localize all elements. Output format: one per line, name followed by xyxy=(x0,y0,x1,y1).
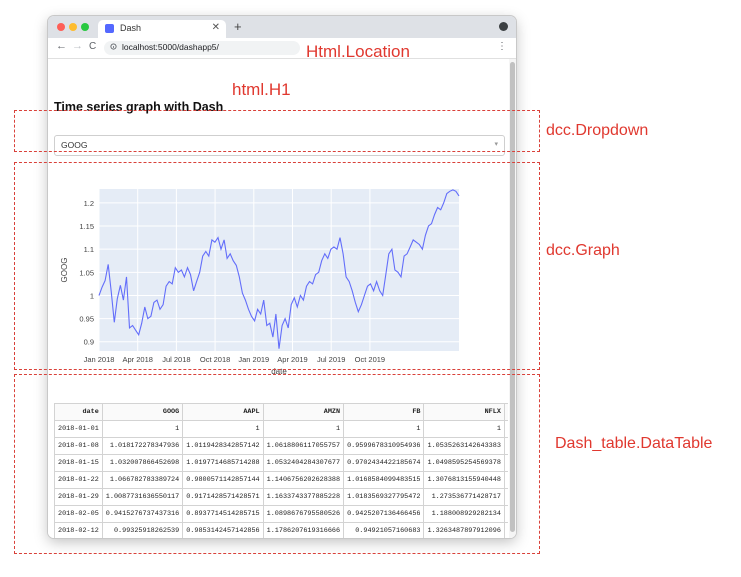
x-axis-title: date xyxy=(271,367,287,376)
stock-dropdown[interactable]: GOOG ▾ xyxy=(54,135,505,156)
annotation-h1-label: html.H1 xyxy=(232,80,291,99)
annotation-dropdown-label: dcc.Dropdown xyxy=(546,122,649,139)
x-tick-label: Oct 2019 xyxy=(355,355,385,364)
table-row[interactable]: 2018-01-01111111 xyxy=(54,420,508,438)
reload-button[interactable]: C xyxy=(89,41,97,52)
annotation-location-label: Html.Location xyxy=(306,42,410,61)
tab-close-icon[interactable]: ✕ xyxy=(211,22,220,33)
forward-button[interactable]: → xyxy=(72,40,83,52)
close-window-button[interactable] xyxy=(57,23,65,31)
y-tick-label: 0.9 xyxy=(84,338,94,347)
x-tick-label: Jan 2019 xyxy=(238,355,269,364)
browser-window: Dash ✕ + ← → C localhost:5000/dashapp5/ … xyxy=(48,16,516,538)
x-tick-label: Jul 2019 xyxy=(317,355,345,364)
time-series-graph[interactable]: 0.9 0.95 1 1.05 1.1 1.15 1.2 Jan 2018 Apr 2018 J… xyxy=(48,177,508,387)
dropdown-selected-value: GOOG xyxy=(61,140,88,150)
back-button[interactable]: ← xyxy=(56,40,67,52)
scrollbar-thumb[interactable] xyxy=(510,62,515,532)
x-tick-label: Jan 2018 xyxy=(84,355,115,364)
browser-tab[interactable]: Dash ✕ xyxy=(98,20,226,38)
y-tick-label: 1.2 xyxy=(84,199,94,208)
table-row[interactable]: 2018-01-08 1.018172278347936 1.01194283428… xyxy=(54,437,508,455)
browser-toolbar: ← → C localhost:5000/dashapp5/ ⋮ xyxy=(48,38,516,59)
plot-area xyxy=(99,189,459,351)
annotation-datatable-box xyxy=(14,374,540,554)
url-text: localhost:5000/dashapp5/ xyxy=(122,42,219,52)
table-row[interactable]: 2018-02-12 0.99325918262539 0.985314245714… xyxy=(54,522,508,538)
x-tick-label: Apr 2019 xyxy=(277,355,307,364)
annotation-dropdown-box xyxy=(14,110,540,152)
x-tick-label: Oct 2018 xyxy=(200,355,230,364)
annotation-graph-label: dcc.Graph xyxy=(546,242,620,259)
browser-menu-icon[interactable]: ⋮ xyxy=(497,41,507,52)
y-tick-label: 0.95 xyxy=(79,315,94,324)
vertical-scrollbar[interactable] xyxy=(509,59,516,538)
tab-bar: Dash ✕ + xyxy=(48,16,516,38)
tab-title: Dash xyxy=(120,23,142,33)
maximize-window-button[interactable] xyxy=(81,23,89,31)
column-header[interactable]: AAPL xyxy=(182,403,264,421)
minimize-window-button[interactable] xyxy=(69,23,77,31)
page-viewport: Time series graph with Dash GOOG ▾ 0.9 0.… xyxy=(48,59,516,538)
table-row[interactable]: 2018-02-05 0.9415276737437316 0.8937714514… xyxy=(54,505,508,523)
x-tick-label: Apr 2018 xyxy=(122,355,152,364)
annotation-graph-box xyxy=(14,162,540,370)
address-bar[interactable]: localhost:5000/dashapp5/ xyxy=(104,41,300,55)
column-header[interactable]: date xyxy=(54,403,103,421)
y-tick-label: 1.05 xyxy=(79,268,94,277)
y-tick-label: 1.1 xyxy=(84,245,94,254)
table-header-row: dateGOOGAAPLAMZNFBNFLXMSFT xyxy=(54,403,508,421)
dash-favicon-icon xyxy=(105,24,114,33)
info-icon xyxy=(110,43,117,50)
table-row[interactable]: 2018-01-22 1.066782783389724 0.98005711428… xyxy=(54,471,508,489)
new-tab-button[interactable]: + xyxy=(234,19,242,34)
chevron-down-icon[interactable]: ▾ xyxy=(494,141,498,148)
table-cell[interactable]: 1.04 xyxy=(503,522,508,538)
column-header[interactable]: GOOG xyxy=(101,403,184,421)
series-line-goog xyxy=(98,189,460,349)
column-header[interactable]: AMZN xyxy=(262,403,345,421)
data-table[interactable]: dateGOOGAAPLAMZNFBNFLXMSFT 2018-01-01111… xyxy=(54,403,508,538)
y-tick-label: 1 xyxy=(90,291,94,300)
y-tick-label: 1.15 xyxy=(79,222,94,231)
column-header[interactable]: FB xyxy=(343,403,425,421)
x-tick-label: Jul 2018 xyxy=(162,355,190,364)
annotation-datatable-label: Dash_table.DataTable xyxy=(555,435,713,452)
y-axis-title: GOOG xyxy=(60,258,69,283)
profile-icon[interactable] xyxy=(499,22,508,31)
